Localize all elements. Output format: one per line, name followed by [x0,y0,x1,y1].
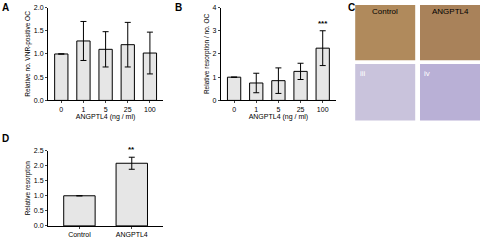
svg-text:2.0: 2.0 [34,162,44,169]
svg-text:Relative no. VNR-positive OC: Relative no. VNR-positive OC [24,11,32,97]
svg-text:5: 5 [276,106,280,113]
svg-text:25: 25 [297,106,305,113]
svg-text:2.5: 2.5 [34,147,44,154]
svg-text:2: 2 [212,50,216,57]
svg-text:ANGPTL4 (ng / ml): ANGPTL4 (ng / ml) [76,113,136,121]
svg-text:A: A [2,2,9,13]
svg-text:1: 1 [212,74,216,81]
svg-text:1.5: 1.5 [34,177,44,184]
svg-text:iv: iv [424,69,430,78]
svg-text:0.5: 0.5 [34,207,44,214]
svg-text:1.0: 1.0 [34,50,44,57]
svg-text:D: D [2,133,9,144]
svg-text:**: ** [128,145,135,154]
svg-text:1: 1 [81,106,85,113]
svg-text:3: 3 [212,27,216,34]
svg-text:4: 4 [212,4,216,11]
svg-text:***: *** [318,19,328,28]
svg-text:Control: Control [68,231,91,238]
svg-text:C: C [348,2,355,13]
svg-text:ANGPTL4: ANGPTL4 [116,231,148,238]
svg-text:25: 25 [124,106,132,113]
svg-text:0: 0 [212,97,216,104]
svg-text:0.0: 0.0 [34,97,44,104]
svg-text:100: 100 [144,106,156,113]
svg-text:Control: Control [372,7,398,16]
svg-text:Relative resorption: Relative resorption [24,161,32,216]
svg-text:1.0: 1.0 [34,192,44,199]
svg-text:0.0: 0.0 [34,222,44,229]
svg-text:B: B [175,2,182,13]
svg-text:iii: iii [360,69,366,78]
svg-text:0.5: 0.5 [34,74,44,81]
svg-text:1: 1 [254,106,258,113]
svg-text:Relative resorption / no. OC: Relative resorption / no. OC [203,14,211,95]
svg-text:5: 5 [104,106,108,113]
svg-text:0: 0 [232,106,236,113]
svg-text:1.5: 1.5 [34,27,44,34]
svg-text:2.0: 2.0 [34,4,44,11]
svg-text:ANGPTL4 (ng / ml): ANGPTL4 (ng / ml) [249,113,309,121]
svg-text:ANGPTL4: ANGPTL4 [432,7,469,16]
svg-text:100: 100 [317,106,329,113]
svg-text:0: 0 [59,106,63,113]
